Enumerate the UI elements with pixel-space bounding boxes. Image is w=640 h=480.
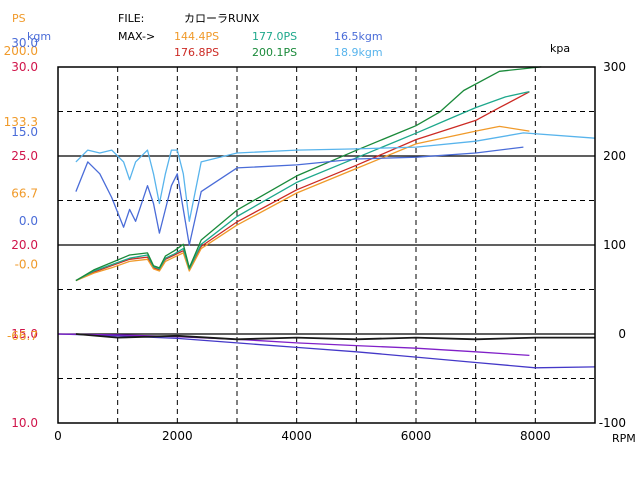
- afr-tick-label: 15.0: [11, 327, 38, 341]
- grid: [58, 67, 595, 423]
- x-tick-label: 6000: [401, 429, 432, 443]
- plot-series: [57, 66, 596, 369]
- kpa-tick-label: 0: [618, 327, 626, 341]
- file-label: FILE:: [118, 12, 144, 25]
- axis-ticks: 0 2000 4000 6000 800030.025.020.015.010.0200…: [4, 36, 626, 443]
- kpa-tick-label: 200: [603, 149, 626, 163]
- kpa-axis-title: kpa: [550, 42, 570, 55]
- ps-unit-label: PS: [12, 12, 26, 25]
- max-value-4: 176.8PS: [174, 46, 219, 59]
- series-line-kgm-5: [75, 132, 596, 222]
- kgm-tick-label: 15.0: [11, 125, 38, 139]
- ps-tick-label: 200.0: [4, 44, 38, 58]
- kgm-tick-label: 0.0: [19, 214, 38, 228]
- series-line-ps-2: [75, 90, 530, 282]
- series-line-kgm-4: [75, 146, 524, 246]
- ps-tick-label: 133.3: [4, 115, 38, 129]
- max-label: MAX->: [118, 30, 155, 43]
- series-line-ps-1: [75, 125, 530, 282]
- afr-tick-label: 25.0: [11, 149, 38, 163]
- kpa-tick-label: -100: [599, 416, 626, 430]
- max-value-2: 177.0PS: [252, 30, 297, 43]
- x-tick-label: 0: [54, 429, 62, 443]
- max-value-3: 16.5kgm: [334, 30, 383, 43]
- ps-tick-label: 66.7: [11, 186, 38, 200]
- series-line-ps-3: [75, 66, 542, 282]
- kgm-unit-label: kgm: [27, 30, 51, 43]
- rpm-axis-title: RPM: [612, 432, 636, 445]
- kpa-tick-label: 100: [603, 238, 626, 252]
- x-tick-label: 8000: [520, 429, 551, 443]
- series-line-kpa-7: [57, 333, 530, 357]
- file-name: カローラRUNX: [184, 12, 260, 25]
- afr-tick-label: 10.0: [11, 416, 38, 430]
- plot-frame: [57, 66, 596, 424]
- kpa-tick-label: 300: [603, 60, 626, 74]
- max-value-5: 200.1PS: [252, 46, 297, 59]
- ps-tick-label: -66.7: [7, 329, 38, 343]
- series-line-ps-0: [75, 91, 530, 282]
- series-line-afr-8: [75, 333, 595, 341]
- afr-tick-label: 20.0: [11, 238, 38, 252]
- x-tick-label: 4000: [281, 429, 312, 443]
- x-tick-label: 2000: [162, 429, 193, 443]
- max-value-1: 144.4PS: [174, 30, 219, 43]
- ps-tick-label: -0.0: [15, 258, 38, 272]
- afr-tick-label: 30.0: [11, 60, 38, 74]
- kgm-tick-label: 30.0: [11, 36, 38, 50]
- max-value-6: 18.9kgm: [334, 46, 383, 59]
